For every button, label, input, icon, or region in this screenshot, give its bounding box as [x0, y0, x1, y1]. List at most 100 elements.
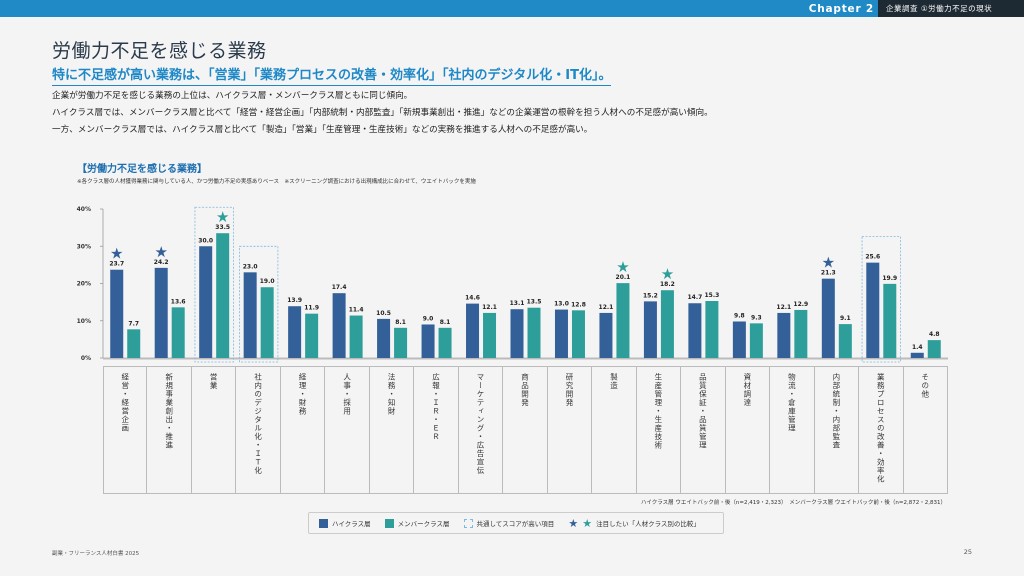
category-label: 生産管理・生産技術: [653, 373, 663, 450]
body-line: ハイクラス層では、メンバークラス層と比べて「経営・経営企画」「内部統制・内部監査…: [52, 108, 713, 118]
star-icon: ★: [216, 208, 229, 226]
bar-high: [821, 278, 835, 358]
bar-member: [394, 327, 408, 358]
legend-swatch-dashed-box: [463, 518, 473, 528]
star-icon: ★: [582, 516, 593, 530]
category-cell: 経理・財務: [280, 366, 326, 494]
y-tick-label: 20%: [77, 281, 91, 288]
value-label-high: 23.0: [243, 263, 258, 270]
value-label-member: 20.1: [616, 274, 631, 281]
value-label-high: 15.2: [643, 292, 658, 299]
category-cell: 商品開発: [503, 366, 548, 494]
bar-member: [883, 283, 897, 358]
value-label-high: 17.4: [332, 284, 347, 291]
value-label-member: 19.9: [882, 275, 897, 282]
legend-swatch-member: [384, 518, 394, 528]
category-label: 資材調達: [742, 373, 752, 407]
bar-member: [349, 315, 363, 358]
body-line: 企業が労働力不足を感じる業務の上位は、ハイクラス層・メンバークラス層ともに同じ傾…: [52, 91, 413, 101]
value-label-member: 8.1: [395, 319, 406, 326]
body-text: 企業が労働力不足を感じる業務の上位は、ハイクラス層・メンバークラス層ともに同じ傾…: [52, 88, 713, 139]
legend-label-common: 共通してスコアが高い項目: [476, 520, 555, 528]
value-label-member: 8.1: [440, 319, 451, 326]
legend-item-high: ハイクラス層: [319, 518, 371, 528]
value-label-member: 12.9: [793, 301, 808, 308]
value-label-high: 24.2: [154, 259, 169, 266]
page-title: 労働力不足を感じる業務: [52, 40, 267, 62]
category-label: 社内のデジタル化・ＩＴ化: [253, 373, 263, 475]
category-cell: 新規事業創出・推進: [147, 366, 192, 494]
value-label-member: 12.1: [482, 304, 497, 311]
bar-high: [910, 352, 924, 358]
value-label-high: 14.6: [465, 295, 480, 302]
bar-high: [288, 306, 302, 358]
legend-item-focus: ★ ★ 注目したい「人材クラス別の比較」: [568, 516, 700, 530]
value-label-high: 25.6: [865, 254, 880, 261]
category-label: 人事・採用: [342, 373, 352, 416]
value-label-high: 14.7: [687, 294, 702, 301]
bar-member: [927, 340, 941, 358]
category-label: 品質保証・品質管理: [698, 373, 708, 450]
value-label-high: 9.8: [734, 312, 745, 319]
common-high-box: [861, 236, 901, 363]
category-cell: 物流・倉庫管理: [770, 366, 815, 494]
legend-item-common: 共通してスコアが高い項目: [463, 518, 555, 528]
value-label-member: 12.8: [571, 301, 586, 308]
value-label-member: 9.1: [840, 315, 851, 322]
value-label-high: 12.1: [776, 304, 791, 311]
value-label-high: 12.1: [599, 304, 614, 311]
category-cell: 広報・ＩＲ・ＥＲ: [414, 366, 459, 494]
category-label: 新規事業創出・推進: [164, 373, 174, 450]
bar-high: [777, 312, 791, 358]
category-label: 法務・知財: [387, 373, 397, 416]
legend-swatch-high: [319, 518, 328, 528]
category-label: マーケティング・広告宣伝: [476, 373, 486, 475]
category-cell: 人事・採用: [325, 366, 370, 494]
category-cell: 経営・経営企画: [103, 366, 148, 494]
value-label-member: 19.0: [260, 278, 275, 285]
bar-high: [510, 309, 524, 358]
bar-member: [616, 283, 630, 358]
bar-member: [216, 233, 230, 358]
bar-high: [732, 321, 746, 358]
category-label: 業務プロセスの改善・効率化: [876, 373, 886, 484]
category-label: 商品開発: [520, 373, 530, 407]
bar-high: [421, 324, 435, 358]
category-label: 営業: [209, 373, 219, 390]
y-tick-label: 30%: [77, 243, 91, 250]
bar-member: [127, 329, 141, 358]
category-cell: 業務プロセスの改善・効率化: [859, 366, 904, 494]
bar-high: [599, 312, 613, 358]
value-label-high: 1.4: [912, 344, 923, 351]
bar-member: [705, 301, 719, 358]
common-high-box: [194, 206, 234, 363]
bar-high: [154, 267, 168, 358]
category-label: 広報・ＩＲ・ＥＲ: [431, 373, 441, 441]
chart-legend: ハイクラス層 メンバークラス層 共通してスコアが高い項目 ★ ★ 注目したい「人…: [308, 512, 724, 534]
bar-member: [171, 307, 185, 358]
bar-high: [332, 293, 346, 358]
legend-label-focus: 注目したい「人材クラス別の比較」: [596, 520, 700, 528]
bar-high: [866, 262, 880, 358]
page-subtitle: 特に不足感が高い業務は、「営業」「業務プロセスの改善・効率化」「社内のデジタル化…: [52, 64, 612, 86]
category-cell: 社内のデジタル化・ＩＴ化: [236, 366, 281, 494]
chart-title: 【労働力不足を感じる業務】: [77, 164, 207, 175]
value-label-high: 13.9: [287, 297, 302, 304]
bar-member: [483, 312, 497, 358]
legend-label-member: メンバークラス層: [397, 520, 450, 528]
body-line: 一方、メンバークラス層では、ハイクラス層と比べて「製造」「営業」「生産管理・生産…: [52, 125, 593, 135]
category-cell: 内部統制・内部監査: [814, 366, 860, 494]
star-icon: ★: [616, 258, 629, 276]
star-icon: ★: [568, 516, 579, 530]
star-icon: ★: [661, 265, 674, 283]
value-label-member: 7.7: [128, 320, 139, 327]
top-header-bar: Chapter 2 企業調査 ①労働力不足の現状: [0, 0, 1024, 17]
value-label-high: 13.0: [554, 301, 569, 308]
y-tick-label: 0%: [81, 355, 91, 362]
star-icon: ★: [110, 245, 123, 263]
value-label-member: 9.3: [751, 314, 762, 321]
y-tick-label: 10%: [77, 318, 91, 325]
value-label-member: 13.5: [527, 299, 542, 306]
category-label: その他: [920, 373, 930, 399]
